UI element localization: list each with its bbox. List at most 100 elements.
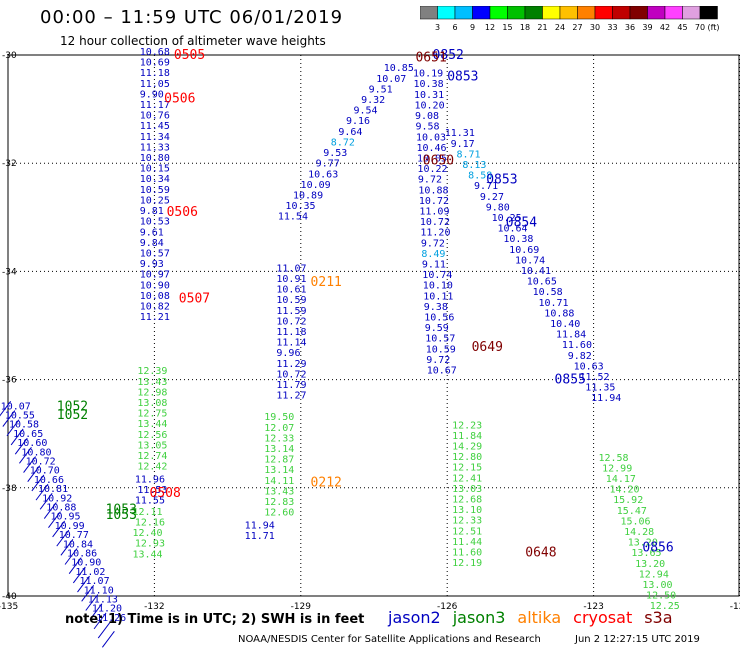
wave-height-value: 10.90	[140, 280, 170, 291]
color-tick-label: 45	[677, 23, 687, 32]
wave-height-value: 13.44	[137, 419, 167, 430]
wave-height-value: 11.52	[579, 372, 609, 383]
color-swatch	[699, 6, 718, 20]
lon-tick-label: -126	[437, 602, 458, 612]
wave-height-value: 11.94	[245, 520, 275, 531]
lat-tick-label: -34	[2, 267, 17, 277]
pass-time-label: 0855	[555, 373, 586, 388]
wave-height-value: 10.69	[140, 58, 170, 69]
wave-height-value: 13.10	[452, 505, 482, 516]
pass-time-label: 0648	[525, 546, 556, 561]
wave-height-value: 10.57	[425, 334, 455, 345]
wave-height-value: 12.99	[602, 463, 632, 474]
satellite-legend: jason2 jason3 altika cryosat s3a	[388, 608, 685, 627]
wave-height-value: 10.57	[140, 248, 170, 259]
pass-time-label: 1053	[106, 508, 137, 523]
track-slash-mark	[101, 630, 115, 648]
wave-height-value: 15.92	[613, 495, 643, 506]
track-slash-mark	[19, 447, 32, 464]
wave-height-value: 12.80	[452, 452, 482, 463]
wave-height-value: 11.33	[140, 142, 170, 153]
color-scale-bar: 3 6 9 12 15 18 21 24 27 30 33 36 39 42 45 70 (ft)	[420, 6, 720, 32]
track-slash-mark	[52, 520, 66, 538]
wave-height-value: 11.29	[276, 359, 306, 370]
wave-height-value: 9.61	[140, 227, 164, 238]
wave-height-value: 12.74	[137, 451, 167, 462]
wave-height-value: 10.81	[38, 484, 68, 495]
wave-height-value: 10.76	[140, 111, 170, 122]
wave-height-value: 11.60	[562, 340, 592, 351]
wave-height-value: 10.80	[140, 153, 170, 164]
track-slash-mark	[6, 419, 20, 437]
wave-height-value: 10.59	[140, 185, 170, 196]
lon-tick-label: -135	[0, 602, 18, 612]
wave-height-value: 10.40	[550, 319, 580, 330]
wave-height-value: 10.38	[414, 79, 444, 90]
track-slash-mark	[27, 465, 41, 483]
wave-height-value: 11.53	[137, 485, 167, 496]
wave-height-value: 12.50	[646, 591, 676, 602]
lat-tick-label: -38	[2, 484, 17, 494]
wave-height-value: 11.20	[420, 228, 450, 239]
wave-height-value: 11.27	[276, 391, 306, 402]
wave-height-value: 10.84	[63, 539, 93, 550]
legend-item-s3a: s3a	[644, 608, 673, 627]
track-slash-mark	[93, 612, 107, 630]
wave-height-value: 10.74	[515, 255, 545, 266]
wave-height-value: 12.19	[452, 558, 482, 569]
pass-time-label: 0506	[164, 91, 195, 106]
color-tick-label: 21	[537, 23, 547, 32]
color-tick-label: 36	[625, 23, 635, 32]
wave-height-value: 10.66	[34, 475, 64, 486]
pass-time-label: 0505	[174, 48, 205, 63]
pass-time-label: 0211	[311, 275, 342, 290]
wave-height-value: 10.08	[140, 291, 170, 302]
wave-height-value: 10.15	[140, 164, 170, 175]
wave-height-value: 9.72	[421, 238, 445, 249]
wave-height-value: 12.75	[137, 409, 167, 420]
pass-time-label: 0854	[506, 216, 537, 231]
wave-height-value: 15.06	[620, 516, 650, 527]
legend-item-altika: altika	[517, 608, 562, 627]
color-tick-label: 15	[502, 23, 512, 32]
pass-time-label: 0853	[486, 172, 517, 187]
wave-height-value: 9.64	[338, 127, 362, 138]
wave-height-value: 10.69	[509, 245, 539, 256]
wave-height-value: 14.20	[609, 485, 639, 496]
wave-height-value: 10.10	[423, 281, 453, 292]
color-tick-label: 33	[607, 23, 617, 32]
wave-height-value: 10.07	[1, 401, 31, 412]
wave-height-value: 11.26	[96, 613, 126, 624]
wave-height-value: 9.72	[426, 355, 450, 366]
wave-height-value: 9.27	[480, 192, 504, 203]
legend-item-jason3: jason3	[452, 608, 506, 627]
track-slash-mark	[23, 456, 36, 473]
wave-height-value: 10.56	[424, 313, 454, 324]
color-tick-label: 18	[520, 23, 530, 32]
map-frame	[7, 54, 740, 597]
wave-height-value: 14.17	[606, 474, 636, 485]
wave-height-value: 10.99	[55, 521, 85, 532]
color-tick-label: 39	[642, 23, 652, 32]
pass-time-label: 0852	[433, 48, 464, 63]
wave-height-value: 11.34	[140, 132, 170, 143]
wave-height-value: 10.71	[538, 298, 568, 309]
wave-height-value: 11.10	[84, 585, 114, 596]
wave-height-value: 10.88	[544, 308, 574, 319]
wave-height-value: 11.60	[452, 548, 482, 559]
wave-height-value: 11.14	[276, 338, 306, 349]
wave-height-value: 10.91	[276, 274, 306, 285]
wave-height-value: 11.18	[140, 68, 170, 79]
wave-height-value: 12.60	[264, 508, 294, 519]
wave-height-value: 10.86	[67, 549, 97, 560]
track-slash-mark	[48, 511, 61, 529]
track-slash-mark	[31, 474, 45, 492]
legend-item-cryosat: cryosat	[573, 608, 633, 627]
wave-height-value: 13.14	[264, 465, 294, 476]
pass-time-label: 1052	[57, 408, 88, 423]
wave-height-value: 13.08	[137, 398, 167, 409]
wave-height-value: 12.98	[137, 387, 167, 398]
wave-height-value: 12.51	[452, 526, 482, 537]
